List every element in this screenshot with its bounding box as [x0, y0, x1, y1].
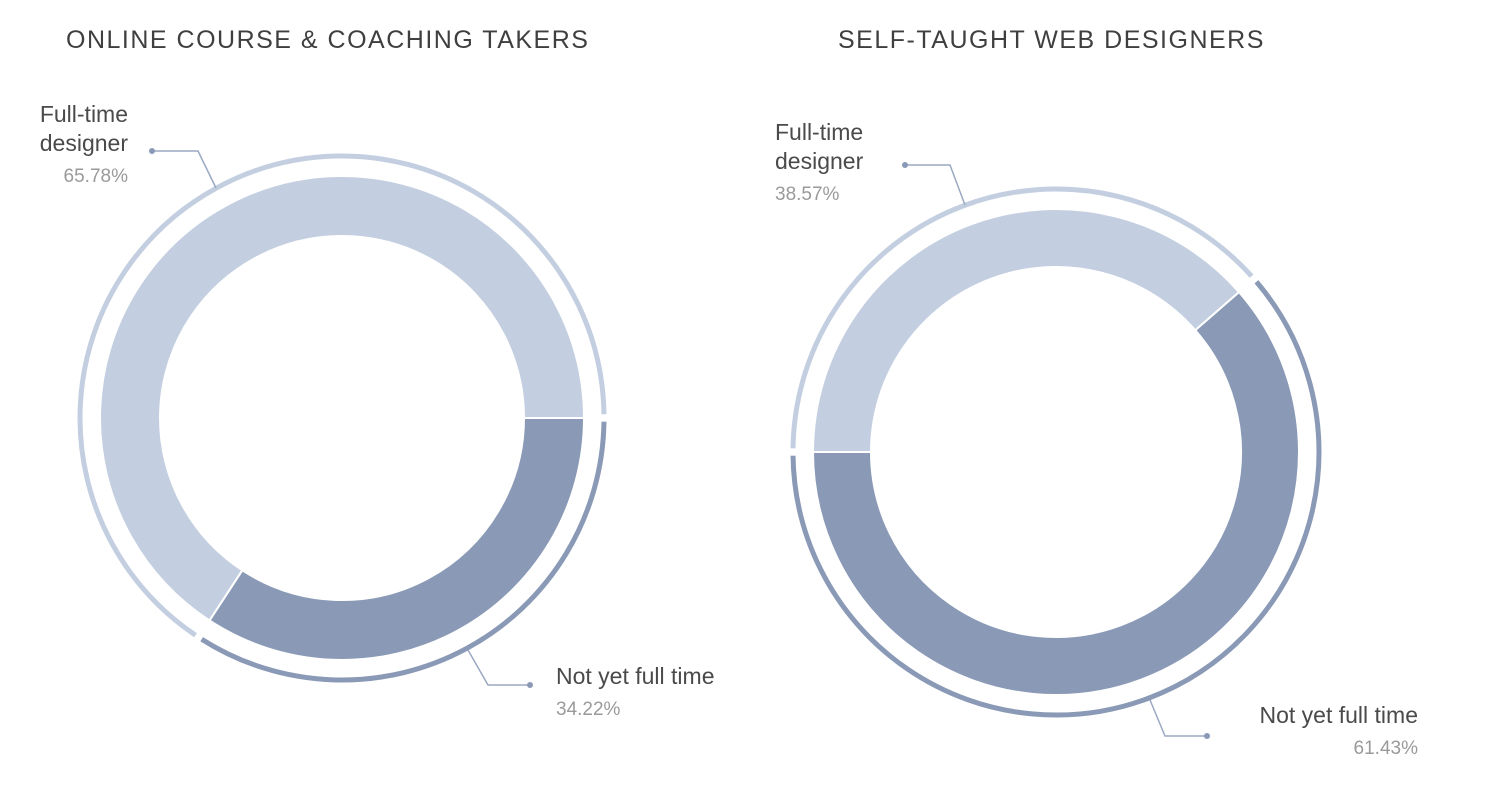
leader-line: [905, 164, 966, 206]
outer-ring-arc: [200, 421, 607, 683]
outer-ring-arc: [790, 280, 1322, 718]
category-name: Not yet full time: [556, 663, 715, 689]
leader-line: [1149, 699, 1207, 737]
donut-segment: [99, 175, 586, 622]
leader-dot: [149, 148, 155, 154]
chart-title: ONLINE COURSE & COACHING TAKERS: [66, 26, 590, 54]
donut-segment: [811, 208, 1241, 453]
leader-dot: [527, 682, 533, 688]
percent-label: 34.22%: [556, 699, 621, 720]
chart-title: SELF-TAUGHT WEB DESIGNERS: [838, 26, 1265, 54]
category-name: Full-time designer: [775, 119, 864, 174]
percent-label: 38.57%: [775, 184, 840, 205]
donut-segment: [811, 290, 1300, 696]
donut-segment: [208, 417, 586, 661]
leader-line: [467, 649, 530, 686]
percent-label: 61.43%: [1353, 738, 1418, 759]
segment-label: Full-time designer 65.78%: [0, 100, 128, 191]
leader-dot: [1204, 733, 1210, 739]
leader-dot: [902, 162, 908, 168]
category-name: Full-time designer: [39, 101, 128, 156]
segment-label: Not yet full time 61.43%: [1218, 701, 1419, 763]
outer-ring-arc: [77, 153, 607, 638]
segment-label: Full-time designer 38.57%: [775, 118, 945, 209]
percent-label: 65.78%: [63, 166, 128, 187]
leader-line: [152, 150, 217, 189]
segment-label: Not yet full time 34.22%: [556, 662, 756, 724]
category-name: Not yet full time: [1259, 702, 1419, 728]
outer-ring-arc: [790, 186, 1254, 449]
